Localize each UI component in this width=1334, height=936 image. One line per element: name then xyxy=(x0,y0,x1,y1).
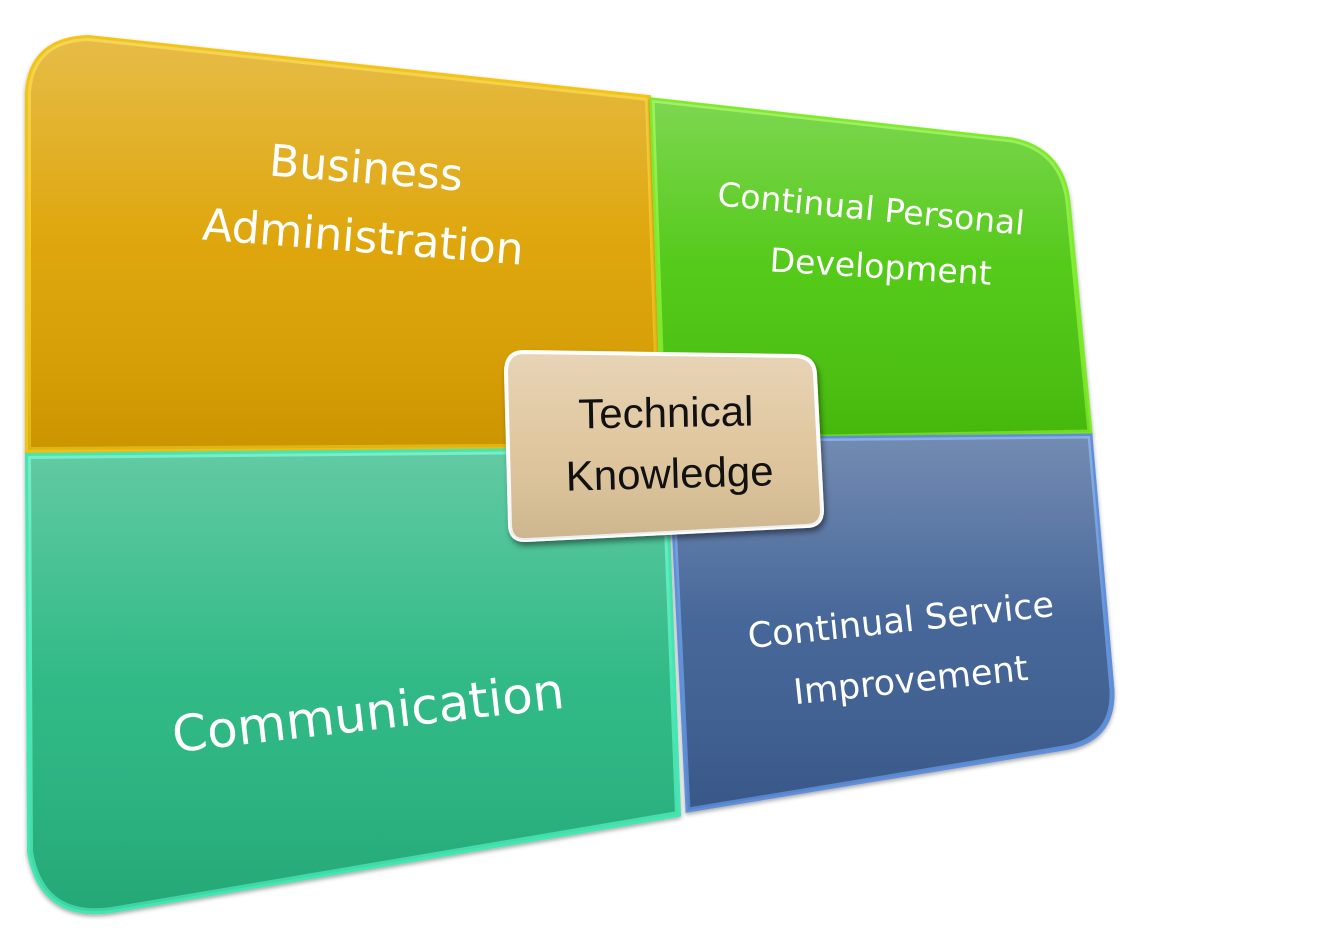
center-box-gloss xyxy=(506,352,822,541)
center-label-line-2: Knowledge xyxy=(565,447,774,499)
quadrant-top-left-gloss xyxy=(28,38,660,450)
center-technical-knowledge: Technical Knowledge xyxy=(503,349,825,543)
center-label-line-1: Technical xyxy=(578,387,754,437)
quadrant-communication: Communication xyxy=(24,446,682,915)
quadrant-bottom-left-gloss xyxy=(28,450,678,912)
quadrant-continual-service-improvement: Continual Service Improvement xyxy=(667,433,1115,813)
quadrant-bottom-right-gloss xyxy=(670,436,1113,810)
quadrant-business-administration: Business Administration xyxy=(25,34,664,454)
